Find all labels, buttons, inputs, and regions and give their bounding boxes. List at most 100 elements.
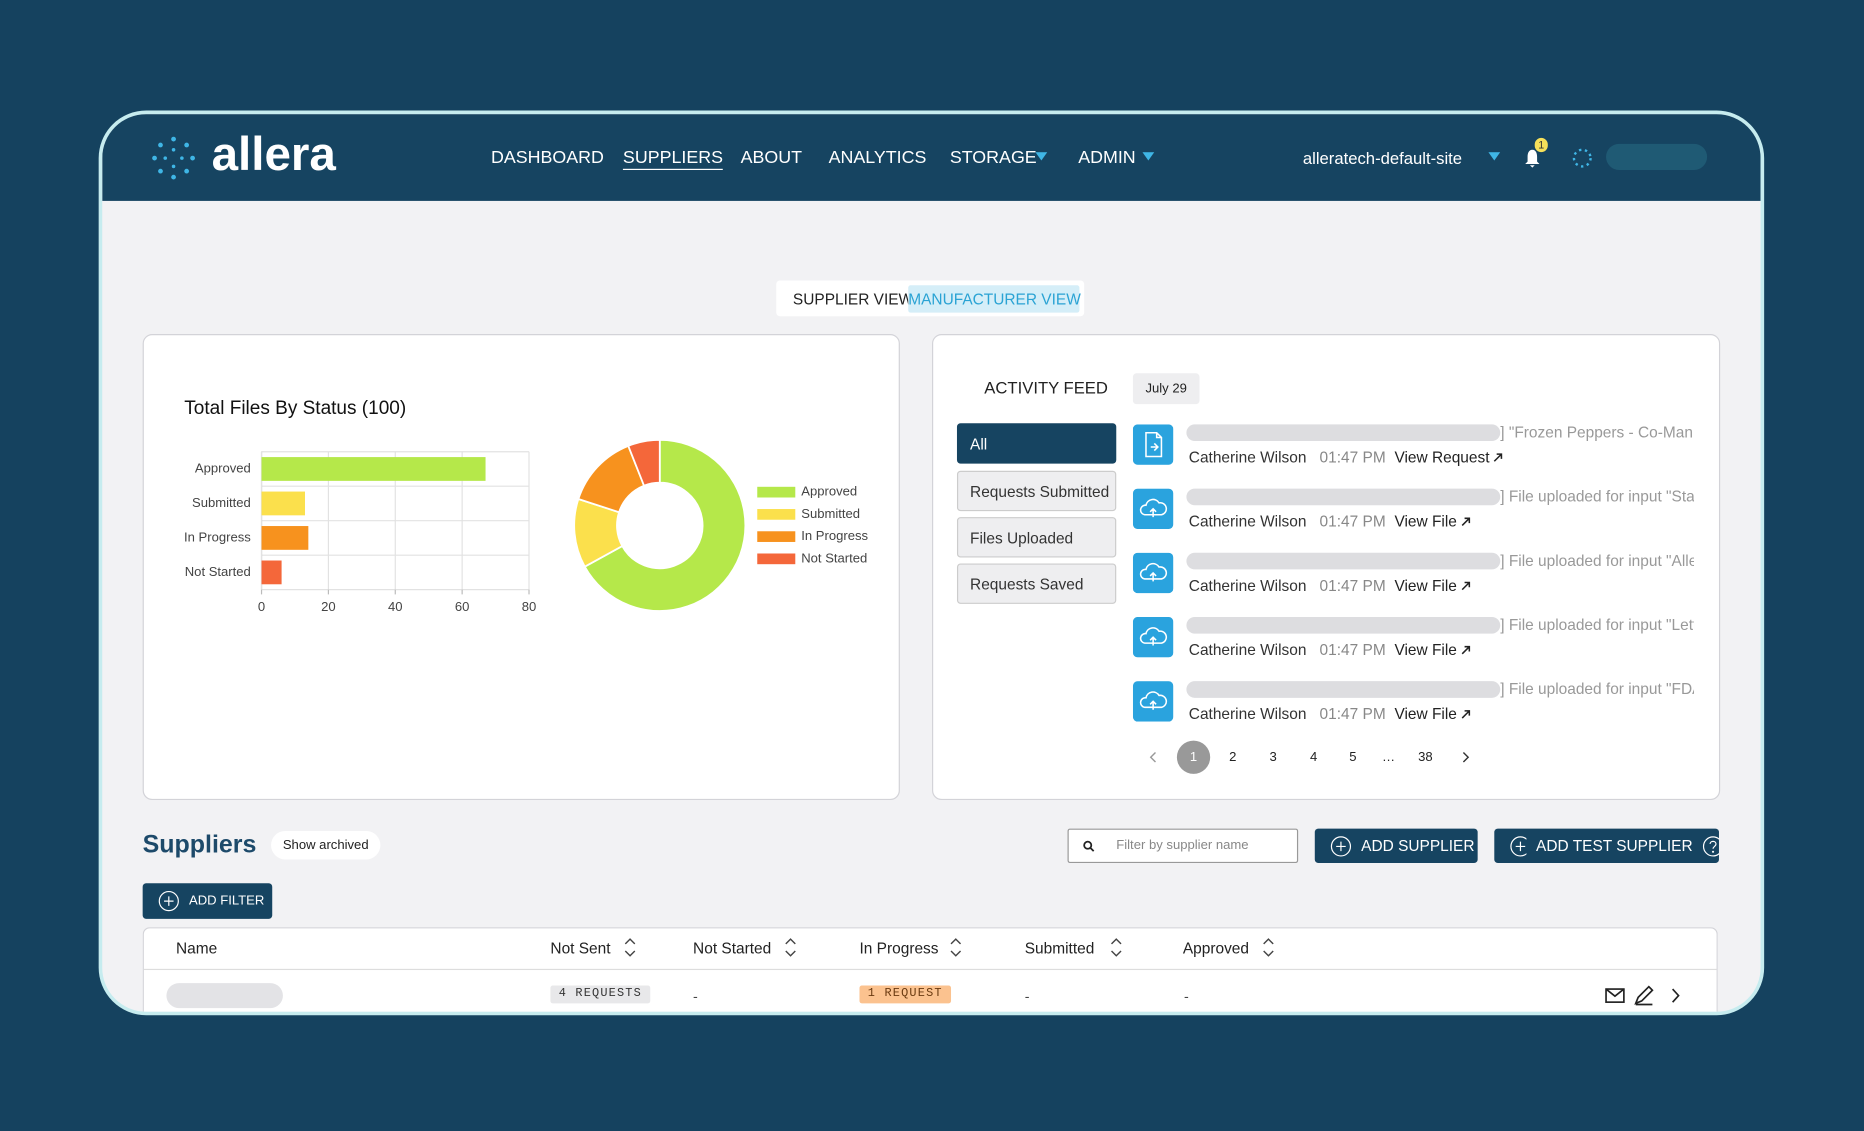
logo: allera <box>211 128 336 181</box>
site-selector[interactable]: alleratech-default-site <box>1302 148 1463 168</box>
redacted-bar <box>1186 424 1501 442</box>
feed-filter[interactable]: Files Uploaded <box>956 517 1117 558</box>
page-number[interactable]: 38 <box>1418 750 1433 765</box>
toggle-option[interactable]: SUPPLIER VIEW <box>792 290 914 308</box>
bar <box>261 491 305 516</box>
nav-link[interactable]: ANALYTICS <box>828 147 927 168</box>
feed-description: ] File uploaded for input "Alle <box>1500 551 1695 570</box>
chart: Total Files By Status (100) 0 20 40 60 80 App… <box>184 398 868 614</box>
search-icon <box>1083 840 1095 852</box>
feed-user: Catherine Wilson <box>1188 576 1307 595</box>
column-header[interactable]: In Progress <box>859 939 939 957</box>
feed-time: 01:47 PM <box>1319 576 1386 595</box>
x-tick-label: 40 <box>388 599 403 614</box>
feed-filter[interactable]: Requests Saved <box>956 563 1117 604</box>
arrow <box>1493 453 1503 462</box>
bar <box>261 526 309 550</box>
arrow <box>1461 581 1470 591</box>
page-number[interactable]: 3 <box>1269 750 1277 765</box>
feed-description: ] "Frozen Peppers - Co-Man O <box>1500 423 1695 442</box>
legend-label: In Progress <box>801 528 868 543</box>
feed-link[interactable]: View File <box>1394 577 1471 594</box>
feed-user: Catherine Wilson <box>1188 704 1307 723</box>
notification-badge: 1 <box>1534 137 1548 153</box>
icon-glyph <box>1145 431 1163 458</box>
feed-icon <box>1132 552 1174 594</box>
button-label: ADD TEST SUPPLIER <box>1536 836 1693 855</box>
external-link-icon <box>1461 710 1470 719</box>
add-test-supplier-button[interactable]: ADD TEST SUPPLIER <box>1494 828 1719 864</box>
arrow <box>1461 645 1470 655</box>
feed-description: ] File uploaded for input "Stat <box>1500 487 1695 506</box>
prev-page[interactable] <box>1148 751 1158 763</box>
sort-icon <box>1263 938 1274 957</box>
feed-user: Catherine Wilson <box>1188 448 1307 467</box>
nav-link[interactable]: ADMIN <box>1078 147 1136 168</box>
add-supplier-button[interactable]: ADD SUPPLIER <box>1314 828 1478 864</box>
page-number[interactable]: … <box>1381 750 1396 765</box>
page-number[interactable]: 1 <box>1176 740 1211 774</box>
spinner <box>1572 148 1592 168</box>
show-archived[interactable]: Show archived <box>271 830 381 860</box>
help-icon <box>1702 835 1719 856</box>
plus-icon <box>158 890 179 912</box>
search-placeholder: Filter by supplier name <box>1116 838 1249 853</box>
dropdown-caret <box>1142 152 1155 161</box>
feed-time: 01:47 PM <box>1319 448 1386 467</box>
nav-link[interactable]: ABOUT <box>740 147 803 168</box>
page-number[interactable]: 2 <box>1229 750 1237 765</box>
feed-filter[interactable]: All <box>956 423 1117 464</box>
feed-link[interactable]: View File <box>1394 641 1471 659</box>
icon-bg <box>1132 424 1174 465</box>
button-label: ADD SUPPLIER <box>1361 836 1475 855</box>
redacted-bar <box>1186 552 1501 570</box>
status-tag: 1 REQUEST <box>859 985 952 1004</box>
next-page[interactable] <box>1461 751 1471 763</box>
icon-glyph <box>1139 498 1168 518</box>
x-tick-label: 0 <box>258 599 265 614</box>
feed-link[interactable]: View File <box>1394 705 1471 723</box>
table-divider <box>143 968 1717 971</box>
edit-icon[interactable] <box>1634 985 1654 1006</box>
sort-icon <box>1111 938 1122 957</box>
feed-link[interactable]: View Request <box>1394 448 1503 466</box>
nav-link[interactable]: STORAGE <box>949 147 1037 168</box>
feed-link[interactable]: View File <box>1394 512 1471 530</box>
open-icon[interactable] <box>1671 988 1680 1003</box>
column-header[interactable]: Submitted <box>1024 939 1095 957</box>
mail-icon[interactable] <box>1605 988 1625 1003</box>
section-title: Suppliers <box>142 830 257 859</box>
redacted-bar <box>1186 488 1501 506</box>
legend-swatch <box>757 509 796 520</box>
sort-arrows <box>1263 938 1274 957</box>
add-filter-button[interactable]: ADD FILTER <box>142 883 273 919</box>
y-tick-label: Not Started <box>185 564 251 579</box>
page-number[interactable]: 5 <box>1349 750 1357 765</box>
sort-arrows <box>785 938 796 957</box>
dropdown-caret <box>1035 152 1048 161</box>
external-link-icon <box>1461 517 1470 526</box>
column-header[interactable]: Not Sent <box>550 939 611 957</box>
nav-link[interactable]: DASHBOARD <box>490 147 604 168</box>
feed-time: 01:47 PM <box>1319 704 1386 723</box>
feed-description: ] File uploaded for input "FDA <box>1500 679 1695 698</box>
feed-time: 01:47 PM <box>1319 512 1386 531</box>
page-number[interactable]: 4 <box>1309 750 1318 765</box>
y-tick-label: In Progress <box>184 529 251 544</box>
user-pill[interactable] <box>1606 143 1708 170</box>
feed-user: Catherine Wilson <box>1188 640 1307 659</box>
toggle-option[interactable]: MANUFACTURER VIEW <box>908 285 1081 313</box>
column-header[interactable]: Not Started <box>693 939 772 957</box>
search-box[interactable]: Filter by supplier name <box>1067 828 1299 864</box>
feed-filter[interactable]: Requests Submitted <box>956 470 1117 512</box>
feed-user: Catherine Wilson <box>1188 512 1307 531</box>
nav-link[interactable]: SUPPLIERS <box>622 147 724 170</box>
column-header[interactable]: Name <box>175 939 218 957</box>
column-header[interactable]: Approved <box>1182 939 1249 957</box>
arrow <box>1461 710 1470 719</box>
legend-label: Not Started <box>801 550 867 565</box>
feed-icon <box>1132 424 1174 465</box>
bell-icon[interactable] <box>1523 147 1542 168</box>
